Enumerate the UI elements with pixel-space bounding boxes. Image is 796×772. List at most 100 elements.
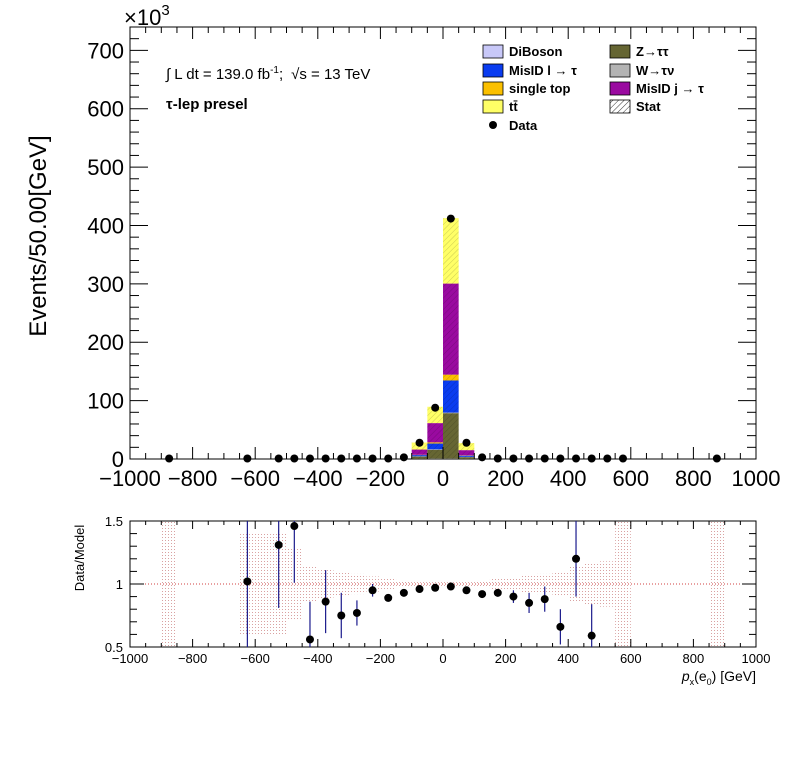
stat-band-bin [302,565,318,603]
stat-band-bin [474,580,490,588]
ratio-x-tick-label: 600 [620,651,642,666]
data-point [493,454,502,463]
data-point [243,454,252,463]
ratio-y-ticks: 0.5 1 1.5 [105,514,756,655]
data-point [540,454,549,463]
ratio-x-tick-label: −200 [366,651,395,666]
legend-label: single top [509,81,570,96]
x-tick-label: −600 [230,466,280,491]
x-tick-label: 1000 [732,466,781,491]
legend-swatch [482,63,504,78]
data-point [618,454,627,463]
legend-label: W→τν [636,63,674,78]
stat-hatch [411,442,428,459]
legend-swatch [609,63,631,78]
ratio-x-tick-label: 800 [683,651,705,666]
data-point [321,454,330,463]
ratio-point [243,577,252,586]
ratio-point [352,608,361,617]
legend-swatch [609,44,631,59]
stacked-bars [411,218,475,459]
legend-label: Z→ττ [636,44,669,59]
x-tick-label: −400 [293,466,343,491]
x-tick-label: −800 [168,466,218,491]
ratio-point [290,522,299,531]
data-point [352,454,361,463]
lumi-annotation: ∫ L dt = 139.0 fb-1; √s = 13 TeV [165,65,370,83]
stat-band-bin [583,563,600,605]
stat-band-bin [709,521,725,647]
x-tick-label: −1000 [99,466,161,491]
y-tick-label: 600 [87,97,124,122]
data-point [572,454,581,463]
y-tick-label: 100 [87,389,124,414]
x-tick-label: −200 [356,466,406,491]
legend-swatch [609,81,631,96]
ratio-x-ticks: −1000 −800 −600 −400 −200 0 200 400 600 800 1000 [112,521,771,666]
y-tick-label: 400 [87,213,124,238]
ratio-point [274,540,283,549]
data-point [290,454,299,463]
stat-band-bin [333,572,350,596]
x-tick-label: 400 [550,466,587,491]
data-point [399,453,408,462]
y-multiplier: ×103 [124,2,170,30]
y-axis-title: Events/50.00[GeV] [25,135,52,336]
stat-hatch [458,443,475,459]
ratio-point [509,592,518,601]
y-tick-label: 300 [87,272,124,297]
data-point [603,454,612,463]
x-tick-label: 0 [437,466,449,491]
ratio-x-tick-label: 200 [495,651,517,666]
legend-label: Stat [636,99,661,114]
stat-hatch [427,406,443,459]
y-tick-label: 500 [87,155,124,180]
data-point [478,453,487,462]
ratio-point [384,593,393,602]
data-point [368,454,377,463]
x-tick-label: 600 [612,466,649,491]
legend-label: MisID l → τ [509,63,577,78]
stat-band-bin [286,548,303,620]
y-tick-label: 700 [87,38,124,63]
legend-label: MisID j → τ [636,81,704,96]
stat-band-bin [489,578,506,590]
legend: DiBoson Z→ττ MisID l → τ W→τν single top MisI… [482,44,704,133]
stat-hatch [443,218,459,459]
legend-swatch [482,44,504,59]
ratio-point [462,586,471,595]
stat-band-bin [552,571,569,597]
data-point [556,454,565,463]
ratio-point [493,588,502,597]
legend-label: tt̄ [509,99,518,114]
data-point [525,454,534,463]
ratio-x-tick-label: −1000 [112,651,149,666]
ratio-y-tick-label: 1 [116,577,123,592]
stat-band-bin [255,533,271,635]
legend-swatch-hatch [609,99,631,114]
upper-panel: −1000 −800 −600 −400 −200 0 200 400 600 800 1000 0… [25,2,780,491]
ratio-x-tick-label: −800 [178,651,207,666]
ratio-x-tick-label: 0 [439,651,446,666]
ratio-point [415,585,424,594]
ratio-x-tick-label: −400 [303,651,332,666]
ratio-y-tick-label: 0.5 [105,640,123,655]
data-point [337,454,346,463]
ratio-point [431,583,440,592]
legend-swatch [482,99,504,114]
ratio-panel: −1000 −800 −600 −400 −200 0 200 400 600 800 1000 0… [72,514,770,687]
legend-label: Data [509,118,538,133]
data-point [446,214,455,223]
data-point [587,454,596,463]
data-point [712,454,721,463]
stat-band-bin [349,573,365,595]
ratio-points [243,521,596,647]
ratio-x-tick-label: 1000 [742,651,771,666]
ratio-point [368,586,377,595]
x-axis-title: px(e0) [GeV] [681,668,756,687]
ratio-point [540,595,549,604]
region-annotation: τ-lep presel [166,96,248,113]
data-point [165,454,174,463]
ratio-point [337,611,346,620]
